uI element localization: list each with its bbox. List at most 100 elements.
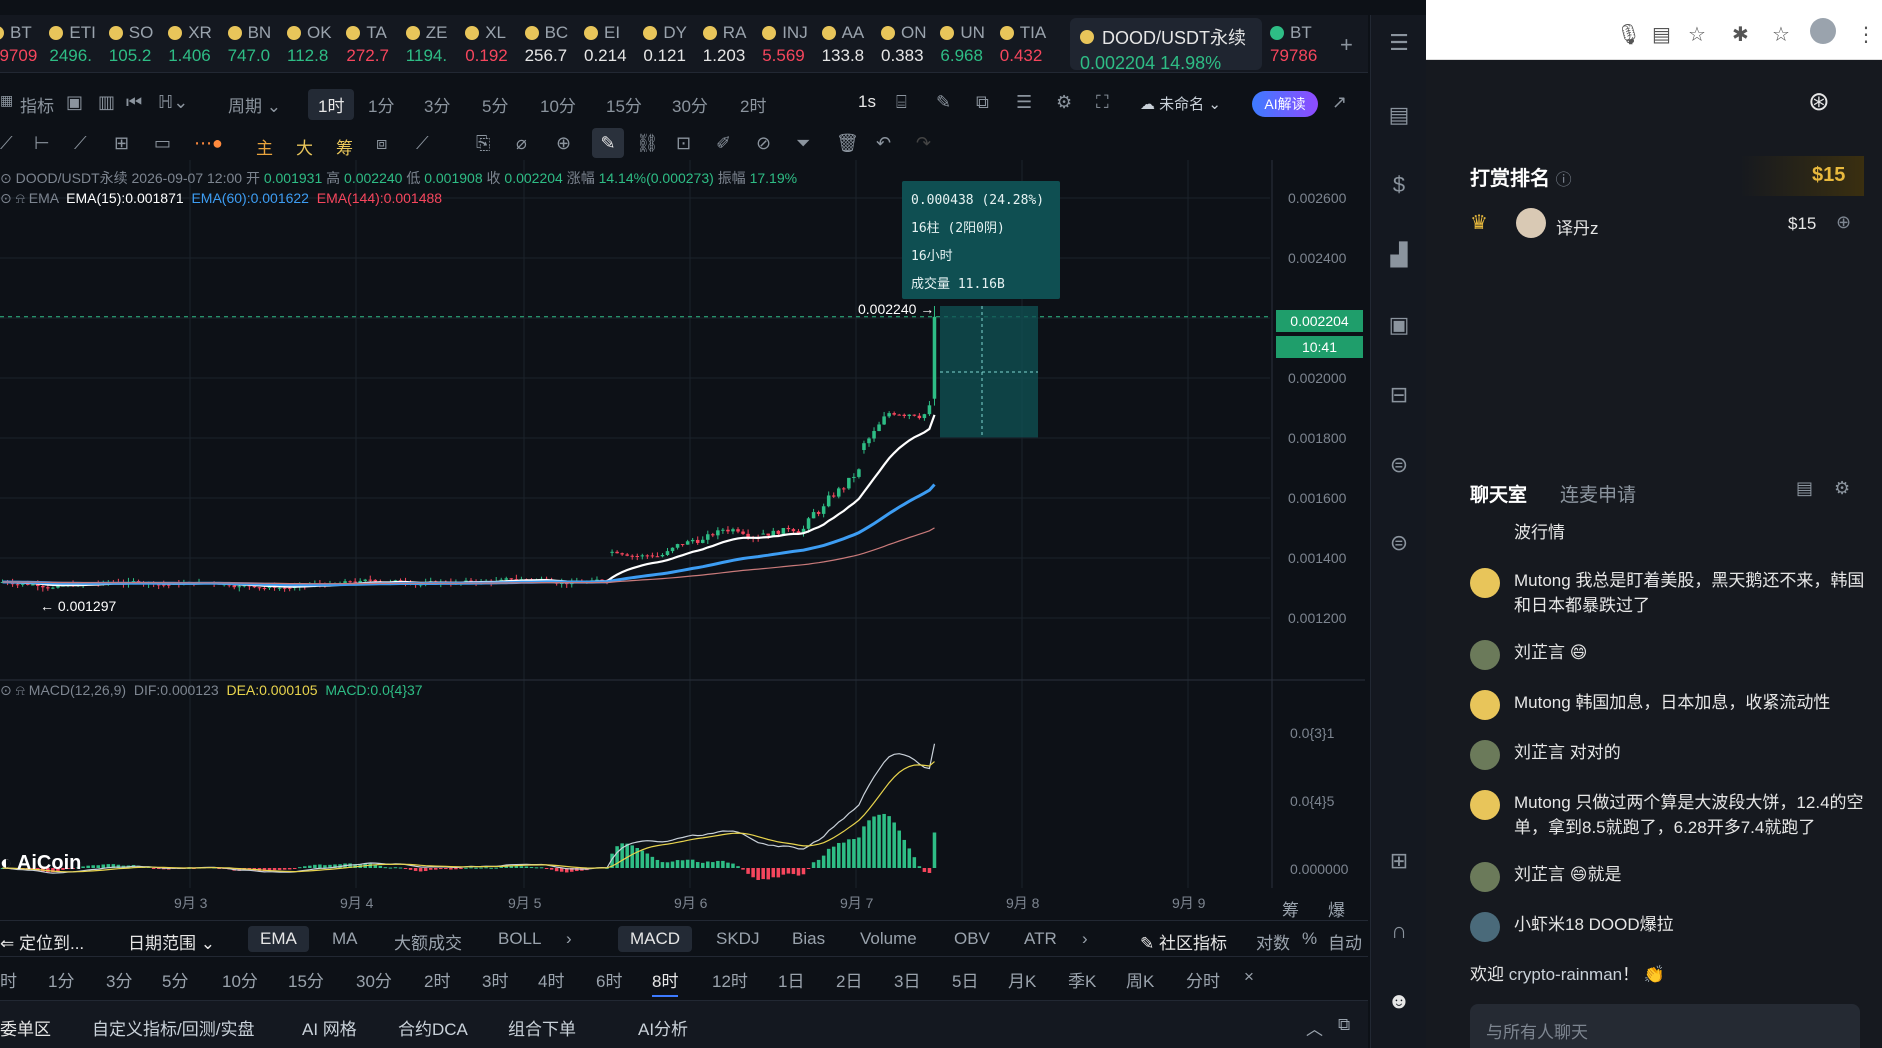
chat-user[interactable]: 刘芷言	[1514, 643, 1570, 662]
funds-icon[interactable]: $	[1392, 172, 1406, 197]
watchlist-icon[interactable]: ☰	[1389, 30, 1409, 55]
sub-indicator-MACD[interactable]: MACD	[618, 926, 693, 952]
ticker-item[interactable]: BC 256.7	[524, 23, 581, 69]
ticker-item[interactable]: EI 0.214	[584, 23, 640, 69]
ticker-item[interactable]: AA 133.8	[821, 23, 878, 69]
period-15分[interactable]: 15分	[288, 972, 324, 991]
chip-axis-button[interactable]: 筹	[1282, 901, 1299, 920]
ticker-item[interactable]: XR 1.406	[168, 23, 224, 69]
bookmark-icon[interactable]: ⎘	[476, 133, 491, 153]
popout-icon[interactable]: ⧉	[1338, 1015, 1351, 1034]
chat-user[interactable]: Mutong	[1514, 793, 1576, 812]
period-dropdown[interactable]: 周期 ⌄	[228, 97, 281, 116]
ticker-item[interactable]: DY 0.121	[643, 23, 699, 69]
interval-15分[interactable]: 15分	[606, 97, 642, 116]
period-3分[interactable]: 3分	[106, 972, 133, 991]
lock-icon[interactable]: ⊡	[676, 133, 692, 153]
period-3日[interactable]: 3日	[894, 972, 921, 991]
list-icon[interactable]: ☰	[1016, 92, 1033, 112]
sub-more-icon[interactable]: ›	[1082, 929, 1088, 948]
ticker-item[interactable]: BN 747.0	[227, 23, 284, 69]
period-时[interactable]: 时	[0, 972, 17, 991]
collapse-icon[interactable]: ︿	[1306, 1020, 1323, 1039]
grid-icon[interactable]: ⊞	[1389, 848, 1409, 873]
log-scale-button[interactable]: 对数	[1256, 934, 1290, 953]
candle-type-icon[interactable]: ℍ⌄	[158, 92, 189, 112]
ticker-item[interactable]: ZE 1194.	[405, 23, 462, 69]
profile-icon[interactable]	[1810, 18, 1836, 44]
fullscreen-icon[interactable]: ⛶	[1096, 92, 1109, 112]
zoom-icon[interactable]: ⊕	[556, 133, 572, 153]
ticker-item[interactable]: OK 112.8	[287, 23, 343, 69]
interval-1s[interactable]: 1s	[858, 92, 876, 111]
add-reward-icon[interactable]: ⊕	[1836, 212, 1852, 232]
notice-icon[interactable]: ▤	[1796, 478, 1814, 498]
sub-indicator-ATR[interactable]: ATR	[1024, 929, 1057, 948]
etf-icon[interactable]: ⊟	[1389, 382, 1409, 407]
exchange-icon[interactable]: ⊜	[1389, 530, 1409, 555]
liquidation-axis-button[interactable]: 爆	[1328, 901, 1345, 920]
measure-icon[interactable]: ⟋	[416, 133, 429, 153]
chat-user[interactable]: 小虾米18	[1514, 915, 1589, 934]
interval-10分[interactable]: 10分	[540, 97, 576, 116]
ticker-item[interactable]: UN 6.968	[940, 23, 996, 69]
filter-icon[interactable]: ⏷	[796, 133, 811, 153]
favorites-icon[interactable]: ☆	[1772, 24, 1790, 46]
assistant-icon[interactable]: ☻	[1387, 988, 1411, 1013]
main-indicator-大额成交[interactable]: 大额成交	[394, 934, 462, 953]
chat-settings-icon[interactable]: ⚙	[1834, 478, 1851, 498]
layout-icon[interactable]: ▥	[98, 92, 116, 112]
undo-icon[interactable]: ↶	[876, 133, 892, 153]
period-月K[interactable]: 月K	[1008, 972, 1037, 991]
brush-icon[interactable]: ✎	[592, 128, 624, 158]
sub-indicator-OBV[interactable]: OBV	[954, 929, 990, 948]
interval-2时[interactable]: 2时	[740, 97, 767, 116]
trash-icon[interactable]: 🗑	[836, 133, 859, 153]
chat-input[interactable]: 与所有人聊天	[1470, 1004, 1860, 1048]
settings-icon[interactable]: ⚙	[1056, 92, 1073, 112]
star-icon[interactable]: ☆	[1688, 24, 1706, 46]
orderbook-icon[interactable]: ▤	[1388, 102, 1410, 127]
interval-3分[interactable]: 3分	[424, 97, 451, 116]
bottom-tab-0[interactable]: 委单区	[0, 1020, 51, 1039]
bottom-tab-3[interactable]: 合约DCA	[398, 1020, 468, 1039]
ema-bell-icon[interactable]: ⊙ ⍾	[0, 190, 25, 206]
ticker-item[interactable]: ETI 2496.	[49, 23, 105, 69]
sub-indicator-Bias[interactable]: Bias	[792, 929, 826, 948]
add-tab-icon[interactable]: +	[1340, 32, 1353, 57]
period-季K[interactable]: 季K	[1068, 972, 1097, 991]
chat-user[interactable]: Mutong	[1514, 693, 1576, 712]
ticker-item[interactable]: RA 1.203	[702, 23, 759, 69]
redo-icon[interactable]: ↷	[916, 133, 932, 153]
legend-eye-icon[interactable]: ⊙	[0, 170, 12, 186]
ticker-item[interactable]: XL 0.192	[465, 23, 521, 69]
period-4时[interactable]: 4时	[538, 972, 565, 991]
period-5分[interactable]: 5分	[162, 972, 189, 991]
chart-area[interactable]: 0.002600 0.002400 0.002000 0.001800 0.001600…	[0, 160, 1365, 920]
chart-canvas[interactable]: 0.002600 0.002400 0.002000 0.001800 0.001600…	[0, 160, 1365, 915]
mic-icon[interactable]: 🎙	[1616, 24, 1642, 46]
period-2时[interactable]: 2时	[424, 972, 451, 991]
ticker-item[interactable]: ON 0.383	[881, 23, 937, 69]
link-icon[interactable]: ⛓	[636, 133, 659, 153]
period-1日[interactable]: 1日	[778, 972, 805, 991]
bottom-tab-2[interactable]: AI 网格	[302, 1020, 357, 1039]
monitor-icon[interactable]: ▣	[1388, 312, 1410, 337]
hline-icon[interactable]: ⊢	[34, 133, 50, 153]
pencil-icon[interactable]: ✎	[936, 92, 952, 112]
period-8时[interactable]: 8时	[652, 967, 679, 997]
ai-logo-icon[interactable]: ⊛	[1808, 86, 1830, 116]
interval-5分[interactable]: 5分	[482, 97, 509, 116]
note-icon[interactable]: ✐	[716, 133, 732, 153]
layout-name-dropdown[interactable]: ☁ 未命名 ⌄	[1140, 96, 1221, 113]
percent-scale-button[interactable]: %	[1302, 929, 1318, 948]
rectangle-icon[interactable]: ▭	[154, 133, 172, 153]
eraser-icon[interactable]: ⌀	[516, 133, 527, 153]
ticker-item[interactable]: TA 272.7	[346, 23, 402, 69]
period-1分[interactable]: 1分	[48, 972, 75, 991]
channel-icon[interactable]: ⊞	[114, 133, 130, 153]
locate-button[interactable]: ⇐ 定位到...	[0, 934, 85, 953]
headset-icon[interactable]: ∩	[1391, 918, 1407, 943]
export-icon[interactable]: ⧉	[976, 92, 989, 112]
sub-indicator-Volume[interactable]: Volume	[860, 929, 917, 948]
